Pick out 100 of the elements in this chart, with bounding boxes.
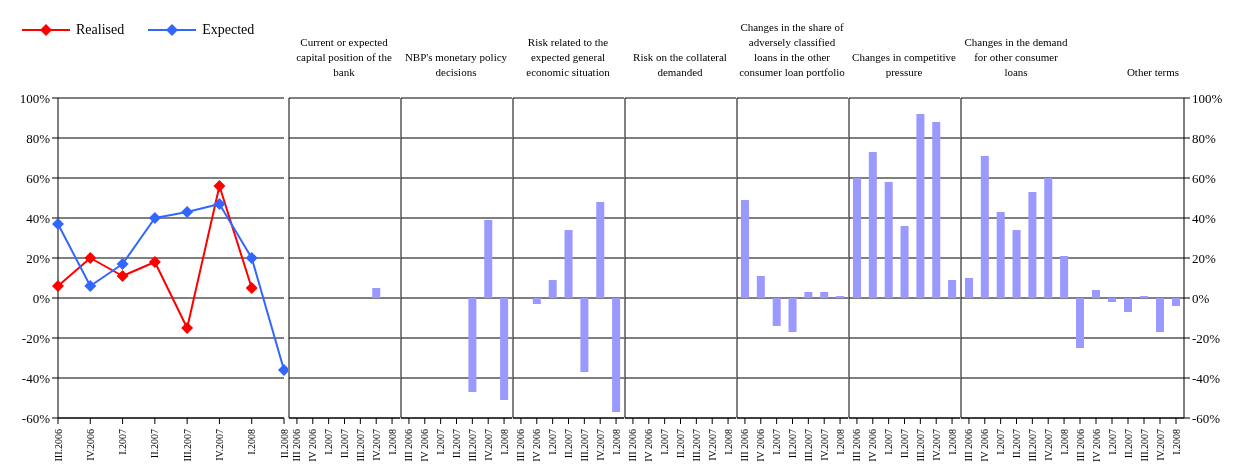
x-tick-label: II.2007 (339, 429, 350, 459)
y-tick-label: 100% (19, 90, 51, 106)
legend-label: Expected (202, 22, 255, 38)
point (213, 198, 226, 210)
y-tick-label: 80% (1192, 130, 1216, 146)
x-tick-label: IV.2006 (84, 429, 96, 461)
chart-title: Changes in the demand for other consumer loans (963, 35, 1069, 80)
y-tick-label: -20% (21, 330, 51, 346)
x-tick-label: I.2008 (946, 429, 958, 455)
x-tick-label: I.2007 (435, 429, 447, 455)
x-tick-label: III.2007 (1026, 429, 1038, 462)
chart-title: Other terms (1125, 65, 1181, 80)
x-tick-label: IV.2007 (1042, 429, 1054, 461)
bar (804, 292, 813, 298)
chart-title: Risk related to the expected general economic situation (525, 35, 611, 80)
x-tick-label: IV 2006 (979, 429, 991, 462)
x-tick-label: III 2006 (627, 429, 639, 462)
chart-title: NBP's monetary policy decisions (403, 50, 509, 80)
x-tick-label: III.2006 (52, 429, 64, 462)
x-tick-label: II.2008 (278, 429, 290, 459)
x-tick-label: III.2007 (802, 429, 814, 462)
point (84, 280, 97, 292)
x-tick-label: I.2007 (323, 429, 335, 455)
x-tick-label: III 2006 (515, 429, 527, 462)
x-tick-label: IV.2007 (1154, 429, 1166, 461)
x-tick-label: I.2007 (771, 429, 783, 455)
x-tick-label: I.2008 (386, 429, 398, 455)
y-tick-label: -40% (21, 370, 51, 386)
x-tick-label: III 2006 (739, 429, 751, 462)
x-tick-label: II.2007 (149, 429, 161, 459)
x-tick-label: II.2007 (1122, 429, 1134, 459)
bar (948, 280, 957, 298)
x-tick-label: I.2007 (547, 429, 559, 455)
x-tick-label: II.2007 (787, 429, 798, 459)
y-tick-label: -40% (1192, 370, 1221, 386)
x-tick-label: I.2008 (1170, 429, 1182, 455)
x-tick-label: II.2007 (451, 429, 462, 459)
bar (932, 122, 941, 298)
x-tick-label: IV.2007 (482, 429, 494, 461)
x-tick-label: III 2006 (1074, 429, 1086, 462)
bar (580, 298, 589, 372)
y-tick-label: 60% (1192, 170, 1216, 186)
x-tick-label: III.2007 (181, 429, 193, 462)
bar (1076, 298, 1084, 348)
y-tick-label: 0% (32, 290, 51, 306)
bar (740, 200, 749, 298)
bar (1172, 298, 1180, 306)
bar (1028, 192, 1037, 298)
x-tick-label: IV.2007 (930, 429, 942, 461)
x-tick-label: I.2008 (834, 429, 846, 455)
x-tick-label: II.2007 (1011, 429, 1022, 459)
x-tick-label: IV.2007 (706, 429, 718, 461)
bar (1060, 256, 1069, 298)
bar (756, 276, 765, 298)
y-tick-label: 20% (1192, 250, 1216, 266)
bar (596, 202, 605, 298)
x-tick-label: III.2007 (1138, 429, 1150, 462)
bar (996, 212, 1005, 298)
bar (772, 298, 781, 326)
bar (916, 114, 925, 298)
x-tick-label: IV.2007 (594, 429, 606, 461)
x-tick-label: I.2008 (610, 429, 622, 455)
x-tick-label: I.2007 (883, 429, 895, 455)
y-tick-label: -60% (1192, 410, 1221, 426)
x-tick-label: IV 2006 (307, 429, 319, 462)
bar (1092, 290, 1100, 298)
bar (884, 182, 893, 298)
bar (564, 230, 573, 298)
y-tick-label: 40% (1192, 210, 1216, 226)
x-tick-label: I.2008 (722, 429, 734, 455)
bar (852, 178, 861, 298)
bar (900, 226, 909, 298)
x-tick-label: I.2007 (659, 429, 671, 455)
y-tick-label: 80% (26, 130, 51, 146)
x-tick-label: III 2006 (403, 429, 415, 462)
x-tick-label: I.2008 (246, 429, 258, 455)
bar (788, 298, 797, 332)
x-tick-label: I.2008 (498, 429, 510, 455)
x-tick-label: IV.2007 (818, 429, 830, 461)
x-tick-label: III.2007 (466, 429, 478, 462)
x-tick-label: I.2007 (1106, 429, 1118, 455)
x-tick-label: IV 2006 (867, 429, 879, 462)
y-tick-label: 40% (26, 210, 51, 226)
x-tick-label: IV 2006 (419, 429, 431, 462)
bar (532, 298, 541, 304)
x-tick-label: IV.2007 (370, 429, 382, 461)
bar (1156, 298, 1164, 332)
chart-title: Changes in the share of adversely classified loans in the other consumer loan portfolio (738, 20, 846, 80)
y-tick-label: 20% (26, 250, 51, 266)
x-tick-label: II.2007 (563, 429, 574, 459)
point (245, 252, 258, 264)
x-tick-label: III.2007 (354, 429, 366, 462)
x-tick-label: II.2007 (899, 429, 910, 459)
bar (964, 278, 973, 298)
point (213, 180, 226, 192)
x-tick-label: IV 2006 (531, 429, 543, 462)
x-tick-label: III.2007 (578, 429, 590, 462)
bar (1124, 298, 1132, 312)
bar (1044, 178, 1053, 298)
x-tick-label: IV.2007 (213, 429, 225, 461)
